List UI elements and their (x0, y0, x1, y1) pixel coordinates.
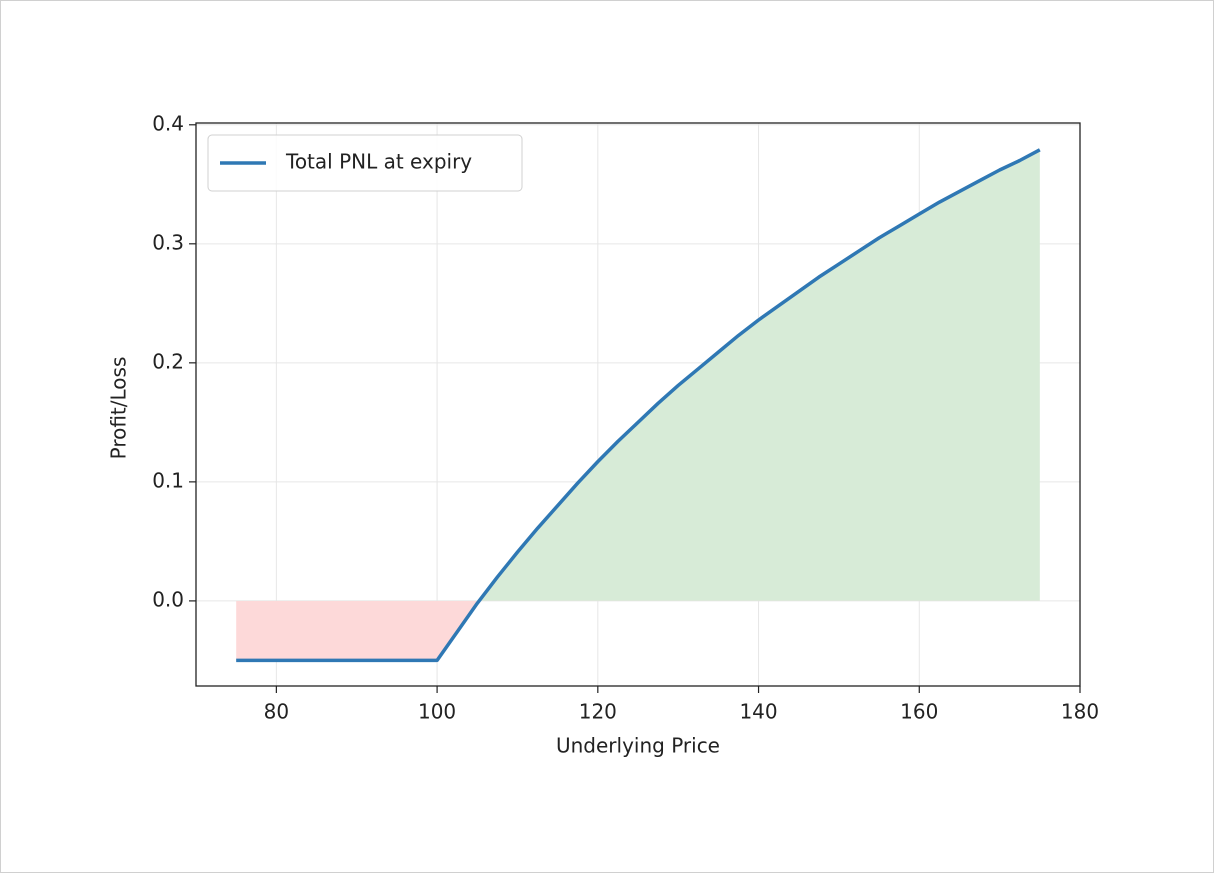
y-tick-label: 0.2 (152, 349, 184, 373)
x-tick-label: 80 (264, 700, 289, 724)
x-tick-label: 100 (418, 700, 456, 724)
y-tick-label: 0.1 (152, 468, 184, 492)
x-tick-label: 120 (579, 700, 617, 724)
x-tick-label: 160 (900, 700, 938, 724)
y-tick-label: 0.3 (152, 230, 184, 254)
x-tick-label: 140 (739, 700, 777, 724)
profit-area (236, 149, 1040, 601)
loss-area (236, 600, 480, 661)
x-tick-label: 180 (1061, 700, 1099, 724)
y-axis-label: Profit/Loss (107, 357, 131, 460)
pnl-line (236, 148, 1041, 663)
legend-label: Total PNL at expiry (285, 150, 472, 174)
plot-frame (195, 122, 1081, 687)
x-axis-label: Underlying Price (556, 734, 720, 758)
y-tick-label: 0.0 (152, 587, 184, 611)
legend-box (207, 134, 523, 192)
y-tick-label: 0.4 (152, 111, 184, 135)
